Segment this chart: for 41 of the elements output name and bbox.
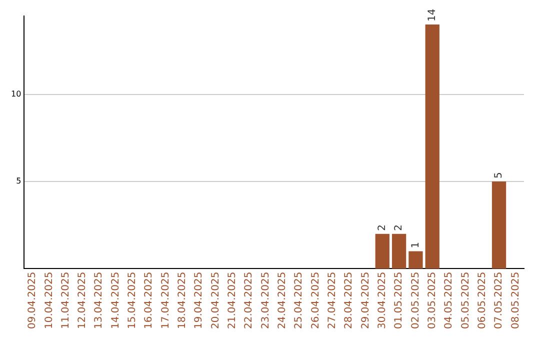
- x-tick-label: 25.04.2025: [294, 272, 305, 330]
- x-tick-label: 16.04.2025: [144, 272, 155, 330]
- x-tick-label: 30.04.2025: [376, 272, 388, 330]
- x-tick-label: 28.04.2025: [344, 272, 355, 330]
- x-tick-label: 18.04.2025: [177, 272, 188, 330]
- bar: [408, 251, 423, 269]
- x-tick-label: 10.04.2025: [44, 272, 55, 330]
- x-tick-label: 29.04.2025: [360, 272, 372, 330]
- x-tick-label: 08.05.2025: [510, 272, 522, 330]
- x-tick-label: 07.05.2025: [494, 272, 505, 330]
- x-tick-label: 13.04.2025: [94, 272, 105, 330]
- data-label: 5: [494, 172, 505, 179]
- x-tick-label: 22.04.2025: [244, 272, 255, 330]
- x-tick-label: 09.04.2025: [27, 272, 38, 330]
- x-tick-label: 06.05.2025: [476, 272, 488, 330]
- data-label: 2: [394, 224, 405, 231]
- y-tick-label: 10: [10, 89, 22, 98]
- data-label: 1: [410, 242, 422, 248]
- data-label: 14: [426, 8, 438, 22]
- x-tick-label: 15.04.2025: [127, 272, 138, 330]
- bar: [375, 234, 390, 269]
- x-tick-label: 17.04.2025: [160, 272, 172, 330]
- x-tick-label: 14.04.2025: [110, 272, 122, 330]
- x-tick-label: 01.05.2025: [394, 272, 405, 330]
- data-label: 2: [376, 224, 388, 231]
- x-tick-label: 12.04.2025: [77, 272, 88, 330]
- x-tick-label: 24.04.2025: [277, 272, 288, 330]
- x-tick-label: 19.04.2025: [194, 272, 205, 330]
- x-tick-label: 02.05.2025: [410, 272, 422, 330]
- x-tick-label: 03.05.2025: [426, 272, 438, 330]
- x-tick-label: 23.04.2025: [260, 272, 272, 330]
- bar: [392, 234, 406, 269]
- x-tick-label: 04.05.2025: [444, 272, 455, 330]
- x-tick-label: 11.04.2025: [60, 272, 72, 330]
- x-tick-label: 21.04.2025: [227, 272, 238, 330]
- bar: [425, 24, 440, 269]
- x-tick-label: 05.05.2025: [460, 272, 472, 330]
- bar: [492, 182, 506, 269]
- x-tick-label: 26.04.2025: [310, 272, 322, 330]
- x-tick-label: 27.04.2025: [326, 272, 338, 330]
- x-tick-label: 20.04.2025: [210, 272, 222, 330]
